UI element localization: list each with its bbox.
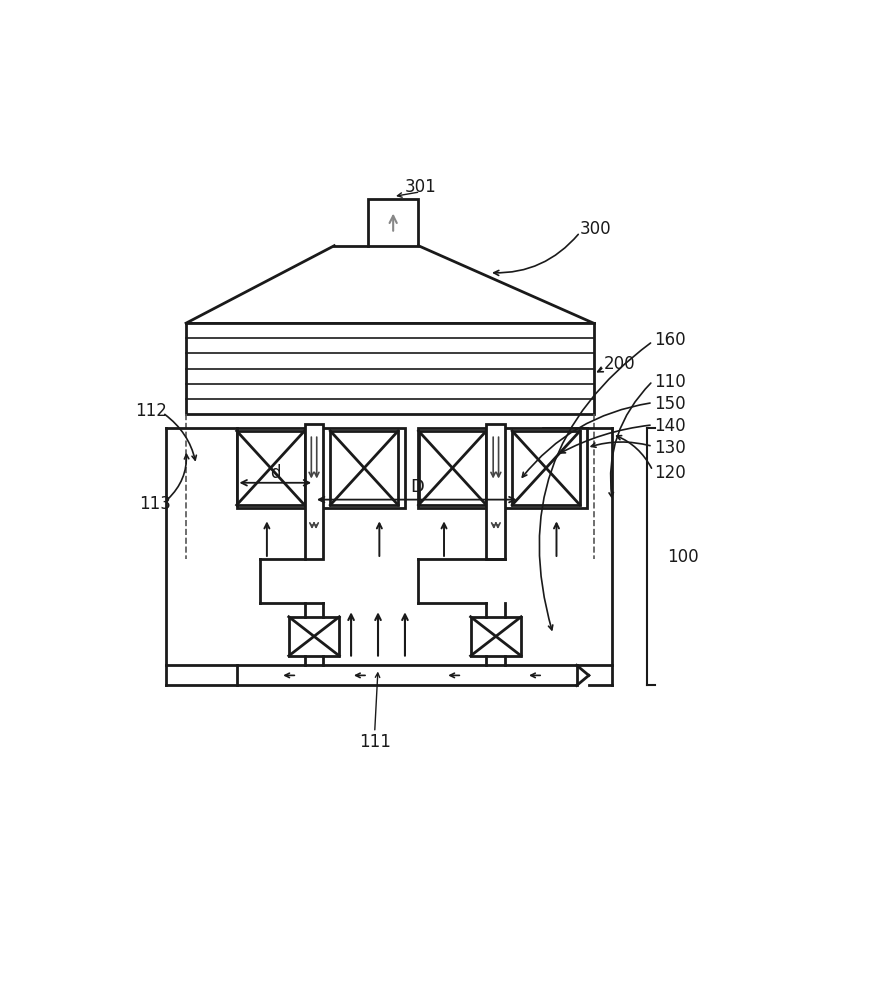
FancyArrowPatch shape — [591, 442, 650, 447]
FancyArrowPatch shape — [540, 343, 651, 630]
Bar — [487, 424, 505, 559]
Text: 160: 160 — [654, 331, 686, 349]
Text: 100: 100 — [667, 548, 700, 566]
FancyArrowPatch shape — [168, 454, 189, 499]
Bar — [471, 617, 521, 656]
Bar — [236, 428, 405, 508]
Text: 140: 140 — [654, 417, 686, 435]
Bar — [236, 431, 304, 505]
Text: 200: 200 — [604, 355, 635, 373]
Text: D: D — [410, 478, 424, 496]
Text: d: d — [270, 464, 281, 482]
Text: 300: 300 — [580, 220, 612, 238]
FancyArrowPatch shape — [165, 414, 196, 460]
Bar — [512, 431, 580, 505]
Bar — [186, 323, 594, 414]
Bar — [368, 199, 419, 246]
FancyArrowPatch shape — [561, 425, 650, 453]
Text: 110: 110 — [654, 373, 686, 391]
Text: 130: 130 — [654, 439, 686, 457]
Text: 112: 112 — [136, 402, 168, 420]
Text: 113: 113 — [139, 495, 171, 513]
FancyArrowPatch shape — [617, 436, 652, 468]
Bar — [236, 665, 577, 685]
Text: 120: 120 — [654, 464, 686, 482]
Bar — [419, 431, 487, 505]
FancyArrowPatch shape — [494, 234, 578, 275]
Bar — [305, 424, 323, 559]
Bar — [289, 617, 339, 656]
Text: 150: 150 — [654, 395, 686, 413]
Bar — [419, 428, 587, 508]
FancyArrowPatch shape — [609, 383, 651, 497]
Text: 111: 111 — [359, 733, 390, 751]
FancyArrowPatch shape — [522, 403, 650, 477]
FancyArrowPatch shape — [598, 367, 603, 372]
Text: 301: 301 — [405, 178, 436, 196]
Bar — [330, 431, 398, 505]
